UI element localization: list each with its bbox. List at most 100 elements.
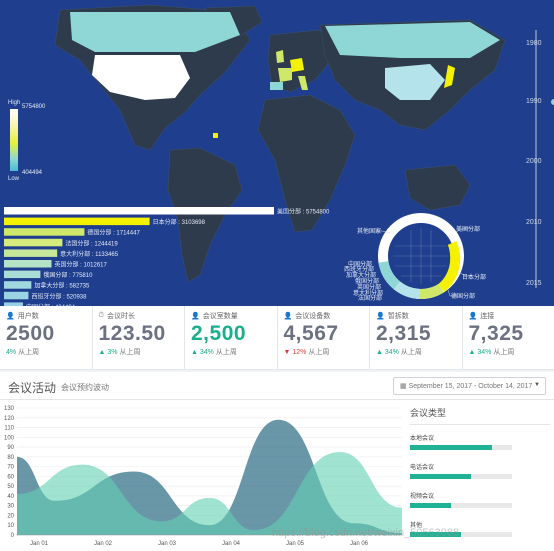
ranking-bar[interactable] xyxy=(4,281,32,289)
map-italy xyxy=(298,76,308,90)
y-tick-label: 60 xyxy=(7,474,14,480)
ranking-bar-label: 日本分部 : 3103698 xyxy=(153,218,206,226)
meeting-type-name: 其他 xyxy=(410,523,423,529)
ranking-bar-label: 法国分部 : 1244419 xyxy=(65,239,118,247)
ranking-bar[interactable] xyxy=(4,207,274,215)
ranking-bar[interactable] xyxy=(4,238,63,247)
donut-segment-france xyxy=(393,281,420,299)
x-tick-label: Jan 06 xyxy=(350,541,369,547)
ranking-bar-label: 德国分部 : 1714447 xyxy=(87,229,140,237)
user-icon: 👤 xyxy=(191,313,200,320)
timeline-year[interactable]: 2010 xyxy=(526,219,542,226)
donut-label: 美国分部 xyxy=(456,225,480,233)
y-tick-label: 80 xyxy=(7,455,14,461)
donut-segment-germany xyxy=(418,283,444,299)
stat-change: 34% xyxy=(384,349,399,356)
country-donut-chart xyxy=(378,213,464,299)
stat-value: 123.50 xyxy=(98,322,166,345)
y-tick-label: 100 xyxy=(4,435,15,441)
user-icon: 👤 xyxy=(6,313,15,320)
visual-map-legend: High 5754800 404494 Low xyxy=(6,100,56,182)
map-russia xyxy=(325,22,500,58)
donut-label: 中国分部 xyxy=(348,260,372,268)
stat-change-suffix: 从上周 xyxy=(215,349,237,356)
donut-label: 英国分部 xyxy=(357,283,381,291)
activity-area-chart: 0 10 20 30 40 50 60 70 80 90 100 110 120 130 Jan 01 Jan… xyxy=(4,406,402,547)
arrow-down-icon: ▼ xyxy=(283,349,291,356)
stat-label: 连接 xyxy=(480,313,495,320)
ranking-bar[interactable] xyxy=(4,302,23,306)
timeline-year[interactable]: 1980 xyxy=(526,40,542,47)
activity-chart: 0 10 20 30 40 50 60 70 80 90 100 110 120 130 Jan 01 Jan… xyxy=(0,402,404,551)
legend-low-label: Low xyxy=(8,176,20,182)
y-tick-label: 50 xyxy=(7,484,14,490)
ranking-bar[interactable] xyxy=(4,270,41,279)
watermark: https://blog.csdn.net/weixin_50563088 xyxy=(272,527,460,539)
ranking-bar[interactable] xyxy=(4,228,85,236)
ranking-bar[interactable] xyxy=(4,260,52,268)
timeline-track xyxy=(535,30,537,288)
x-tick-label: Jan 04 xyxy=(222,541,241,547)
timeline-year[interactable]: 2000 xyxy=(526,158,542,165)
y-tick-label: 70 xyxy=(7,465,14,471)
activity-title: 会议活动 xyxy=(8,381,57,395)
map-africa xyxy=(257,94,356,233)
x-tick-label: Jan 03 xyxy=(158,541,177,547)
timeline-year[interactable]: 2015 xyxy=(526,280,542,287)
legend-color-scale[interactable] xyxy=(10,109,18,171)
ranking-bar[interactable] xyxy=(4,291,29,300)
map-china xyxy=(385,64,445,100)
arrow-up-icon: ▲ xyxy=(468,349,476,356)
stat-change-suffix: 从上周 xyxy=(400,349,422,356)
stat-value: 2,315 xyxy=(376,322,432,345)
ranking-bar[interactable] xyxy=(4,249,58,257)
ranking-bar-label: 西班牙分部 : 520938 xyxy=(31,292,87,300)
country-ranking-bars: 美国分部 : 5754800 日本分部 : 3103698 德国分部 : 17144… xyxy=(4,207,330,306)
ranking-bar-label: 俄国分部 : 775810 xyxy=(43,271,93,279)
meeting-types-title: 会议类型 xyxy=(410,406,550,425)
donut-segment-others xyxy=(378,260,401,290)
legend-high-label: High xyxy=(8,100,21,106)
area-series[interactable] xyxy=(17,451,402,535)
date-range-value: September 15, 2017 - October 14, 2017 xyxy=(408,383,533,390)
timeline-handle[interactable] xyxy=(549,97,554,107)
meeting-type-item: 视频会议 xyxy=(410,491,550,508)
date-range-picker[interactable]: ▦ September 15, 2017 - October 14, 2017 … xyxy=(393,377,546,395)
calendar-icon: ▦ xyxy=(400,383,407,390)
stats-row: 👤 用户数 2500 4% 从上周 ⏱ 会议时长 123.50 ▲ 3% 从上周 👤… xyxy=(0,306,554,370)
y-tick-label: 20 xyxy=(7,513,14,519)
user-icon: 👤 xyxy=(468,313,478,320)
stat-card-pending: 👤 暂拆数 2,315 ▲ 34% 从上周 xyxy=(370,306,463,369)
user-icon: 👤 xyxy=(376,313,385,320)
ranking-bar-label: 加拿大分部 : 582735 xyxy=(34,282,90,290)
stat-label: 用户数 xyxy=(17,313,39,320)
meeting-type-item: 其他 xyxy=(410,520,550,537)
stat-change: 34% xyxy=(477,349,492,356)
map-france xyxy=(278,68,292,82)
x-tick-label: Jan 01 xyxy=(30,541,49,547)
y-tick-label: 130 xyxy=(4,406,15,412)
meeting-type-item: 电话会议 xyxy=(410,462,550,479)
legend-min-value: 404494 xyxy=(22,170,43,176)
stat-value: 7,325 xyxy=(468,322,524,345)
meeting-type-progress xyxy=(410,445,512,450)
map-usa xyxy=(92,55,190,100)
map-australia xyxy=(404,164,471,211)
stat-value: 4,567 xyxy=(283,322,339,345)
map-germany xyxy=(290,58,304,72)
meeting-type-progress xyxy=(410,503,512,508)
meeting-type-progress xyxy=(410,474,512,479)
world-map: 美国分部 : 5754800 日本分部 : 3103698 德国分部 : 17144… xyxy=(4,4,506,306)
meeting-types-panel: 会议类型 本地会议 电话会议 视频会议 其他 xyxy=(410,406,550,549)
stat-label: 会议时长 xyxy=(106,313,135,320)
activity-subtitle: 会议预约波动 xyxy=(61,383,109,392)
map-uk xyxy=(276,50,284,63)
y-tick-label: 0 xyxy=(11,533,15,539)
y-tick-label: 10 xyxy=(7,523,14,529)
ranking-bar[interactable] xyxy=(4,217,150,226)
stat-change-suffix: 从上周 xyxy=(18,349,40,356)
stat-label: 暂拆数 xyxy=(387,313,409,320)
timeline-year[interactable]: 1990 xyxy=(526,98,542,105)
